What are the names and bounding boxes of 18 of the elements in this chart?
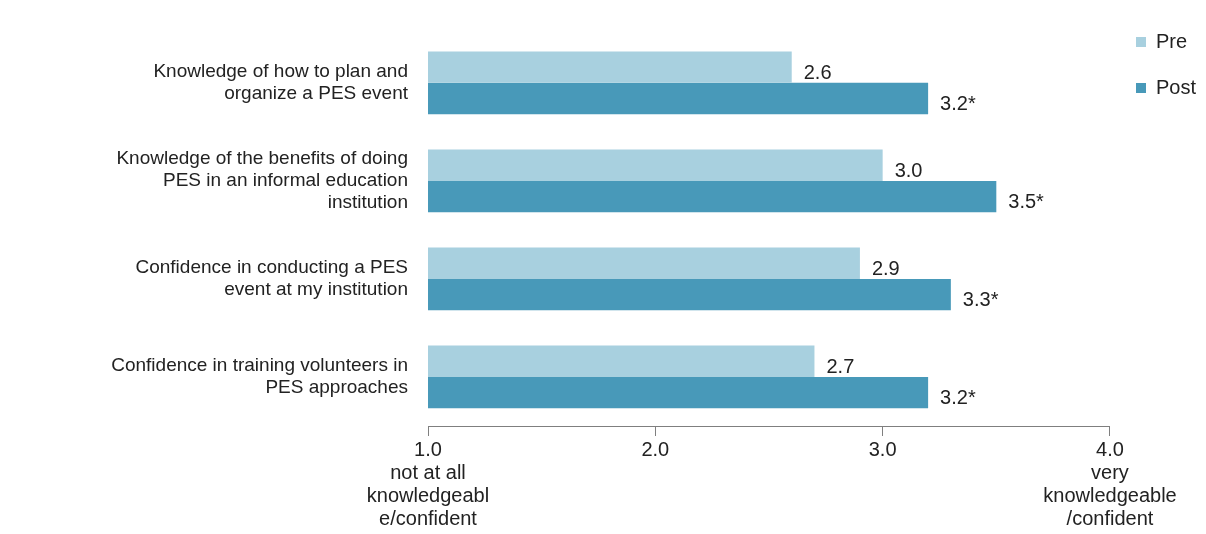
- legend-label: Post: [1155, 75, 1197, 98]
- data-label: 2.9: [871, 256, 900, 279]
- y-tick-label: Confidence in conducting a PES event at my institution: [135, 256, 408, 300]
- data-label: 2.6: [803, 60, 832, 83]
- y-tick-label: Knowledge of how to plan and organize a PES event: [153, 60, 409, 104]
- x-tick-label: 1.0 not at all knowledgeabl e/confident: [366, 438, 490, 530]
- data-label: 3.2*: [940, 386, 976, 409]
- data-label: 3.0: [894, 158, 923, 181]
- y-tick-label: Knowledge of the benefits of doing PES in an informal education institution: [116, 147, 408, 212]
- data-label: 3.5*: [1008, 190, 1045, 213]
- x-tick-label: 3.0: [868, 438, 897, 461]
- legend-label: Pre: [1155, 29, 1188, 52]
- data-label: 3.2*: [940, 92, 976, 115]
- data-label: 2.7: [826, 354, 855, 377]
- data-label: 3.3*: [962, 288, 999, 311]
- x-tick-label: 2.0: [641, 438, 670, 461]
- x-tick-label: 4.0 very knowledgeable /confident: [1043, 438, 1177, 530]
- y-tick-label: Confidence in training volunteers in PES approaches: [111, 354, 408, 398]
